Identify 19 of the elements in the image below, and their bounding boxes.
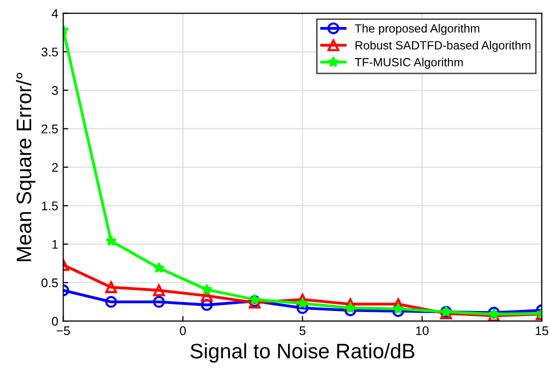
y-tick-label: 4 xyxy=(52,9,58,18)
y-tick-label: 0 xyxy=(52,316,58,326)
y-tick-label: 1 xyxy=(52,240,58,249)
y-tick-label: 1.5 xyxy=(42,202,58,210)
y-tick-label: 2 xyxy=(52,163,58,172)
legend-label: The proposed Algorithm xyxy=(354,24,480,35)
y-tick-label: 3.5 xyxy=(41,48,58,56)
y-tick-label: 0.5 xyxy=(42,278,58,288)
y-axis-title: Mean Square Error/° xyxy=(16,72,36,262)
x-tick-label: −5 xyxy=(56,326,70,336)
x-tick-label: 10 xyxy=(416,326,429,336)
y-tick-label: 2.5 xyxy=(42,124,58,134)
x-tick-label: 5 xyxy=(300,326,306,336)
legend-label: TF-MUSIC Algorithm xyxy=(354,58,463,69)
x-axis-title: Signal to Noise Ratio/dB xyxy=(190,343,414,363)
x-tick-label: 15 xyxy=(536,326,548,336)
y-tick-label: 3 xyxy=(52,86,58,95)
x-tick-label: 0 xyxy=(180,326,186,336)
legend-label: Robust SADTFD-based Algorithm xyxy=(356,40,530,52)
